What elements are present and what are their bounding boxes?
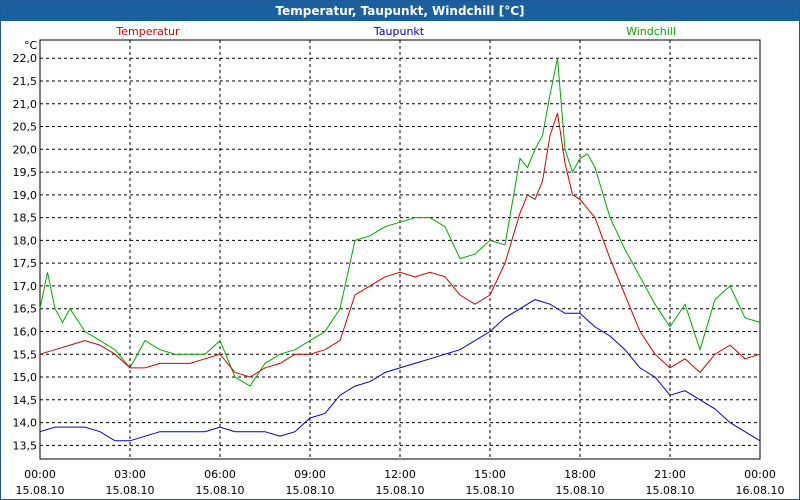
y-tick-label: 22,0	[13, 52, 38, 65]
x-tick-date: 15.08.10	[16, 484, 65, 497]
x-tick-time: 21:00	[654, 468, 686, 481]
y-tick-label: 20,0	[13, 143, 38, 156]
x-tick-date: 15.08.10	[106, 484, 155, 497]
x-tick-time: 15:00	[474, 468, 506, 481]
y-tick-label: 15,5	[13, 348, 38, 361]
y-tick-label: 21,5	[13, 75, 38, 88]
x-tick-date: 15.08.10	[196, 484, 245, 497]
y-tick-label: 18,5	[13, 212, 38, 225]
series-line-taupunkt	[39, 299, 761, 442]
x-tick-date: 15.08.10	[646, 484, 695, 497]
y-tick-label: 21,0	[13, 98, 38, 111]
y-tick-label: 17,5	[13, 257, 38, 270]
y-tick-label: 16,0	[13, 325, 38, 338]
x-tick-time: 12:00	[384, 468, 416, 481]
y-tick-label: 13,5	[13, 439, 38, 452]
y-axis-unit-label: °C	[24, 39, 38, 52]
legend-windchill: Windchill	[626, 25, 676, 38]
x-tick-time: 09:00	[294, 468, 326, 481]
y-tick-label: 14,0	[13, 417, 38, 430]
series-lines	[39, 58, 761, 442]
x-tick-time: 03:00	[114, 468, 146, 481]
y-tick-label: 19,0	[13, 189, 38, 202]
x-axis: 00:00 15.08.10 03:00 15.08.10 06:00 15.08.10 0…	[16, 468, 785, 497]
series-line-temperatur	[39, 112, 761, 378]
legend-temperatur: Temperatur	[115, 25, 180, 38]
x-tick-time: 00:00	[744, 468, 776, 481]
x-tick-date: 15.08.10	[286, 484, 335, 497]
y-tick-label: 14,5	[13, 394, 38, 407]
x-tick-time: 00:00	[24, 468, 56, 481]
y-tick-label: 19,5	[13, 166, 38, 179]
x-tick-time: 06:00	[204, 468, 236, 481]
x-tick-time: 18:00	[564, 468, 596, 481]
y-tick-label: 18,0	[13, 234, 38, 247]
y-tick-label: 16,5	[13, 303, 38, 316]
y-tick-label: 17,0	[13, 280, 38, 293]
y-axis: 13,5 14,0 14,5 15,0 15,5 16,0 16,5 17,0 17,5 18,0…	[13, 52, 38, 452]
chart-title: Temperatur, Taupunkt, Windchill [°C]	[1, 1, 799, 21]
series-line-windchill	[39, 58, 761, 387]
plot-area	[39, 39, 761, 460]
x-tick-date: 16.08.10	[736, 484, 785, 497]
x-tick-date: 15.08.10	[376, 484, 425, 497]
grid	[40, 40, 760, 459]
y-tick-label: 20,5	[13, 121, 38, 134]
x-tick-date: 15.08.10	[466, 484, 515, 497]
x-tick-date: 15.08.10	[556, 484, 605, 497]
legend-taupunkt: Taupunkt	[373, 25, 425, 38]
y-tick-label: 15,0	[13, 371, 38, 384]
